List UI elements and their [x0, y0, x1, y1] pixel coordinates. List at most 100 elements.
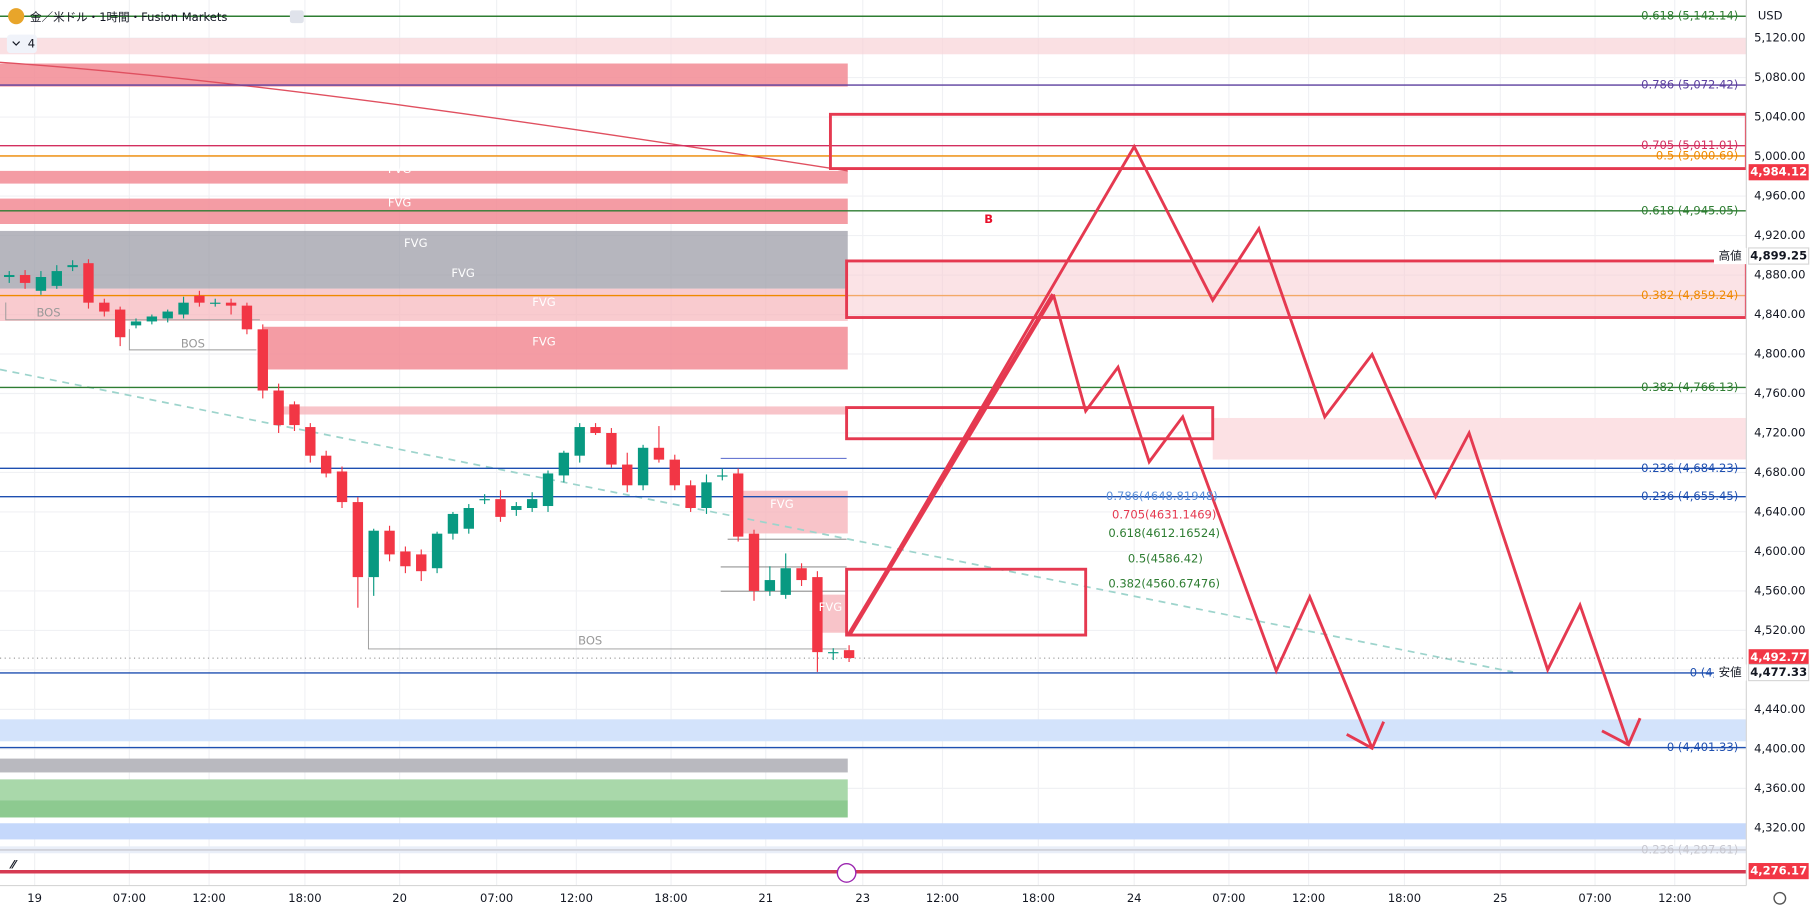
bos-label: BOS	[36, 305, 60, 319]
candle-body	[812, 577, 823, 653]
price-badge	[1748, 663, 1810, 682]
y-tick-label: 4,960.00	[1754, 189, 1805, 203]
candle-body	[526, 499, 538, 509]
chart-title: 金／米ドル・1時間・Fusion Markets	[30, 10, 227, 24]
x-tick-label: 21	[758, 891, 773, 905]
candle-body	[669, 459, 680, 486]
fib-label: 0.618(4612.16524)	[1108, 526, 1220, 540]
x-tick-label: 12:00	[560, 891, 593, 905]
candle-body	[511, 506, 522, 510]
fvg-label: FVG	[388, 196, 411, 210]
candle-body	[764, 580, 776, 591]
x-tick-label: 18:00	[288, 891, 321, 905]
y-tick-label: 5,120.00	[1754, 31, 1805, 45]
level-label: 0.618 (5,142.14)	[1641, 9, 1738, 23]
big-letter: B	[984, 212, 993, 226]
level-label: 0.5 (5,000.69)	[1656, 148, 1738, 162]
settings-icon[interactable]	[1773, 891, 1787, 905]
y-tick-label: 5,080.00	[1754, 70, 1805, 84]
fib-label: 0.382(4560.67476)	[1108, 577, 1220, 591]
candle-body	[701, 482, 712, 509]
indicator-toggle[interactable]	[6, 34, 37, 54]
level-label: 0.786 (5,072.42)	[1641, 78, 1738, 92]
candle-body	[35, 277, 47, 291]
event-icon[interactable]	[836, 862, 857, 883]
x-tick-label: 24	[1127, 891, 1142, 905]
price-tag-bg	[1713, 247, 1747, 265]
time-axis	[0, 885, 1811, 911]
fib-label: 0.705(4631.1469)	[1112, 507, 1216, 521]
candle-body	[83, 263, 94, 303]
candle-body	[400, 551, 411, 567]
y-tick-label: 4,600.00	[1754, 544, 1805, 558]
candle-body	[796, 568, 807, 581]
level-label: 0.705 (5,011.01)	[1641, 138, 1738, 152]
candle-body	[336, 471, 348, 503]
fvg-label: FVG	[819, 600, 842, 614]
candle-body	[495, 499, 506, 517]
price-badge-label: 4,899.25	[1750, 249, 1807, 263]
price-badge-label: 4,492.77	[1750, 650, 1807, 664]
candle-body	[590, 427, 601, 433]
logo: ⁄⁄	[9, 857, 19, 871]
zone-box	[845, 567, 1088, 637]
zone	[0, 170, 848, 184]
candle-body	[431, 533, 443, 569]
currency[interactable]: USD	[1758, 9, 1783, 23]
level-label: 0.618 (4,945.05)	[1641, 203, 1738, 217]
x-tick-label: 07:00	[1212, 891, 1245, 905]
level-label: 0.382 (4,766.13)	[1641, 380, 1738, 394]
price-badge	[1748, 164, 1809, 181]
bos-line	[128, 329, 257, 351]
y-tick-label: 4,920.00	[1754, 228, 1805, 242]
candle-body	[19, 275, 31, 283]
price-axis	[1746, 0, 1811, 911]
symbol-icon	[8, 8, 25, 25]
candle-body	[780, 568, 791, 595]
y-tick-label: 4,640.00	[1754, 504, 1805, 518]
candle-body	[574, 427, 585, 456]
candle-body	[320, 455, 332, 474]
candle-body	[542, 473, 554, 507]
zone	[277, 406, 848, 415]
arrow-head	[1601, 717, 1642, 747]
zone	[263, 326, 848, 370]
zone-box	[845, 259, 1748, 319]
candle-body	[748, 533, 760, 591]
candle-body	[305, 427, 316, 456]
candle-body	[130, 321, 142, 326]
toggle[interactable]	[289, 10, 304, 24]
y-tick-label: 4,360.00	[1754, 781, 1805, 795]
candle-body	[685, 485, 696, 509]
zone	[739, 490, 848, 534]
price-tag-bg	[1713, 664, 1747, 681]
level-label: 0.382 (4,859.24)	[1641, 288, 1738, 302]
y-tick-label: 4,720.00	[1754, 425, 1805, 439]
level-label: 0.236 (4,297.61)	[1641, 842, 1738, 856]
zone	[0, 823, 1747, 840]
price-badge-label: 4,276.17	[1750, 864, 1807, 878]
y-tick-label: 4,880.00	[1754, 268, 1805, 282]
y-tick-label: 4,520.00	[1754, 623, 1805, 637]
fib-label: 0.786(4648.81948)	[1106, 489, 1218, 503]
candle-body	[4, 275, 15, 278]
chevron	[12, 41, 21, 46]
candle-body	[289, 404, 300, 426]
zone	[0, 38, 1747, 55]
price-badge	[1748, 649, 1809, 666]
candle-body	[51, 271, 62, 286]
zone	[0, 230, 848, 289]
candle-body	[194, 295, 205, 303]
fvg-label: FVG	[451, 266, 474, 280]
x-tick-label: 07:00	[480, 891, 513, 905]
candle-body	[368, 530, 379, 578]
zone	[0, 758, 848, 773]
zone	[0, 800, 848, 818]
zone	[0, 779, 848, 801]
header: 金／米ドル・1時間・Fusion Markets 4 USD ⁄⁄	[6, 8, 1787, 905]
x-tick-label: 23	[855, 891, 870, 905]
fvg-label: FVG	[532, 295, 555, 309]
fvg-label: FVG	[388, 162, 411, 176]
